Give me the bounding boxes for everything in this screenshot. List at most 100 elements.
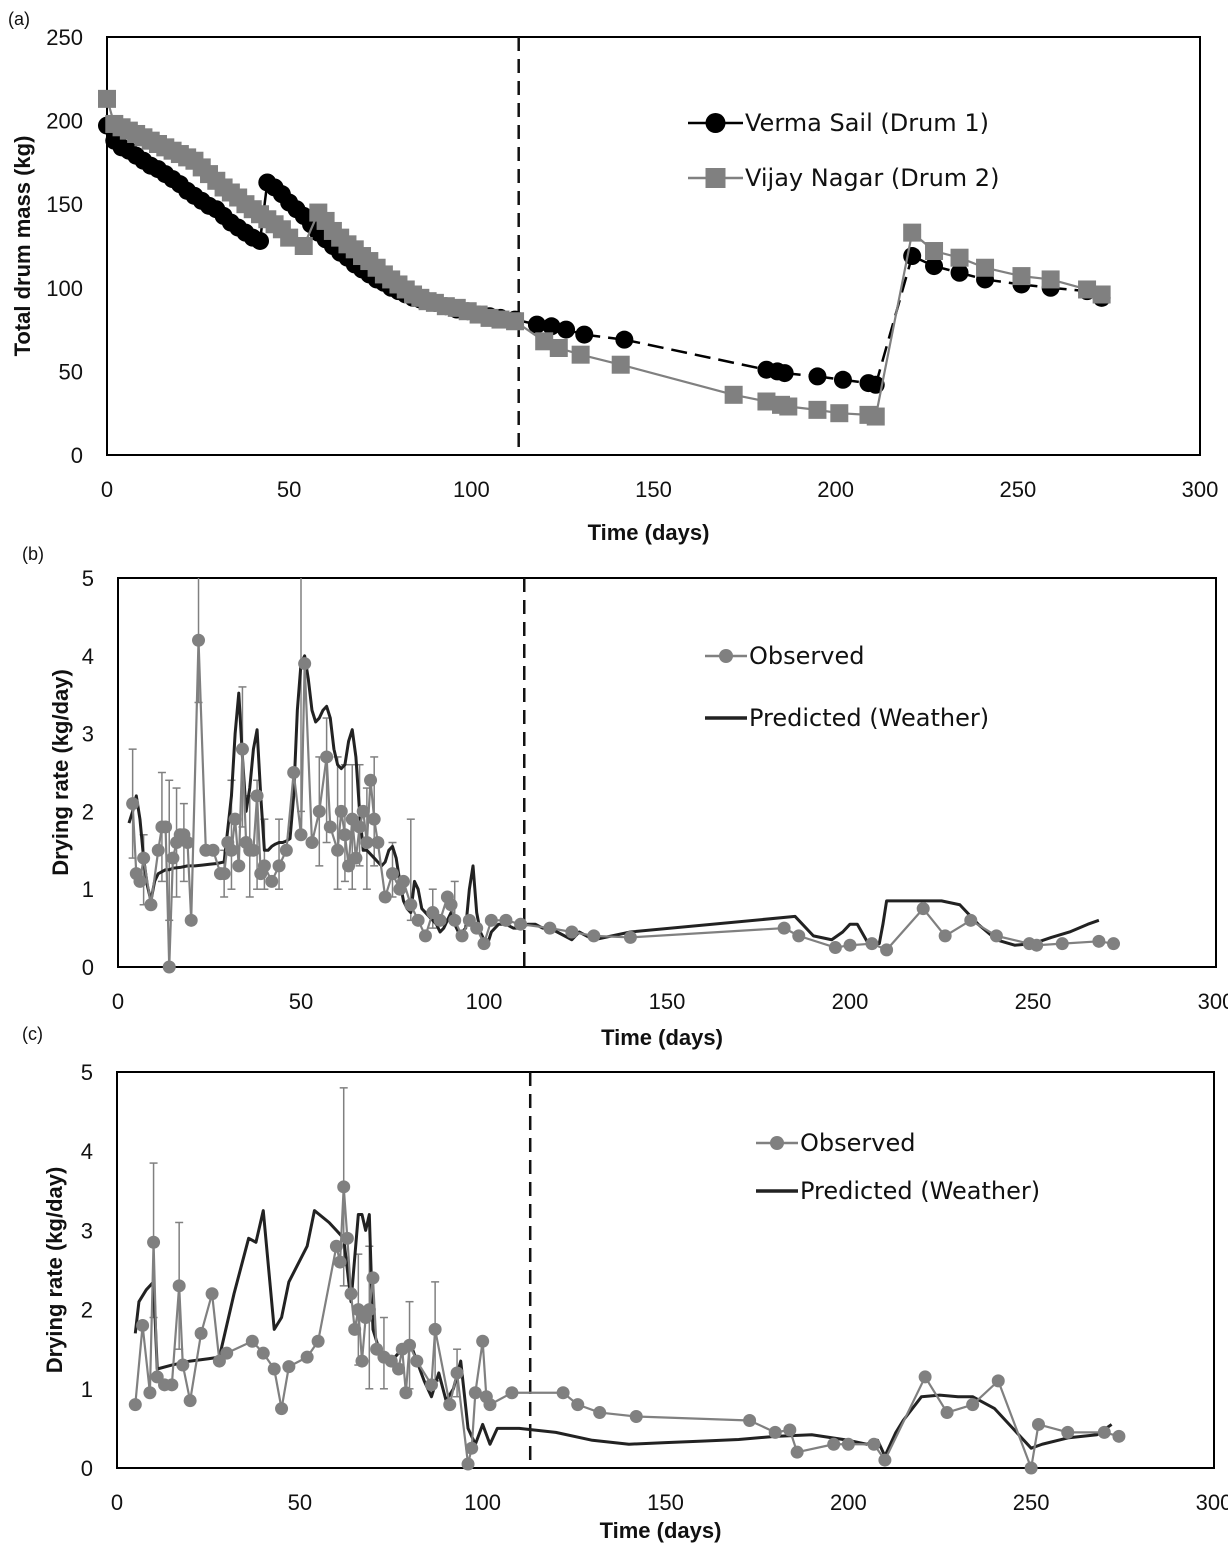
data-point-observed [484,913,498,927]
data-point-vijay-nagar-drum-2 [549,338,568,357]
data-point-observed [267,1362,281,1376]
data-point-observed [916,902,930,916]
data-point-observed [433,913,447,927]
data-point-observed [136,1318,150,1332]
series-line-predicted-weather [127,654,1100,947]
plot-frame [117,577,1217,968]
data-point-observed [331,843,345,857]
plot-area [128,1087,1126,1475]
data-point-observed [232,859,246,873]
data-point-vijay-nagar-drum-2 [830,404,849,423]
data-point-observed [918,1370,932,1384]
y-tick-label: 5 [82,566,94,591]
y-tick-label: 200 [46,109,83,134]
chart-panel-b: (b) 0 50 100 150 200 250 300 0 1 2 3 4 5 Time (days) Dr… [22,544,1228,1050]
data-point-vijay-nagar-drum-2 [571,345,590,364]
data-point-vijay-nagar-drum-2 [1012,267,1031,286]
data-point-observed [593,1406,607,1420]
data-point-observed [565,925,579,939]
data-point-observed [1024,1461,1038,1475]
data-point-observed [418,929,432,943]
data-point-observed [477,937,491,951]
data-point-verma-sail-drum-1 [950,263,969,282]
data-point-observed [768,1425,782,1439]
data-point-observed [938,929,952,943]
data-point-observed [499,913,513,927]
data-point-observed [476,1334,490,1348]
data-point-observed [367,812,381,826]
data-point-observed [443,1398,457,1412]
data-point-observed [364,773,378,787]
legend-label-verma-sail-drum-1: Verma Sail (Drum 1) [745,109,989,137]
data-point-observed [246,843,260,857]
data-point-observed [282,1360,296,1374]
data-point-verma-sail-drum-1 [808,367,827,386]
data-point-verma-sail-drum-1 [575,325,594,344]
data-point-observed [404,898,418,912]
data-point-observed [878,1453,892,1467]
data-point-observed [461,1457,475,1471]
data-point-vijay-nagar-drum-2 [976,258,995,277]
data-point-observed [1107,937,1121,951]
data-point-observed [867,1437,881,1451]
data-point-observed [448,913,462,927]
data-point-observed [166,851,180,865]
data-point-observed [514,917,528,931]
data-point-observed [843,938,857,952]
data-point-observed [353,820,367,834]
y-tick-label: 1 [81,1377,93,1402]
data-point-observed [966,1398,980,1412]
data-point-observed [217,867,231,881]
y-tick-label: 150 [46,192,83,217]
data-point-vijay-nagar-drum-2 [98,89,116,108]
data-point-observed [743,1413,757,1427]
data-point-observed [320,750,334,764]
data-point-observed [424,1378,438,1392]
x-tick-label: 150 [647,1490,684,1515]
data-point-observed [1030,938,1044,952]
data-point-observed [783,1423,797,1437]
data-point-observed [305,836,319,850]
x-tick-label: 300 [1198,989,1228,1014]
x-tick-label: 250 [1013,1490,1050,1515]
data-point-verma-sail-drum-1 [557,320,576,339]
data-point-observed [265,874,279,888]
data-point-verma-sail-drum-1 [925,257,944,276]
data-point-observed [865,937,879,951]
data-point-observed [133,874,147,888]
data-point-observed [880,943,894,957]
data-point-observed [411,913,425,927]
chart-panel-a: (a) 0 50 100 150 200 250 300 0 50 100 150 200 250 Time… [8,9,1218,545]
data-point-observed [1097,1425,1111,1439]
data-point-observed [344,1287,358,1301]
data-point-vijay-nagar-drum-2 [491,310,510,329]
y-tick-label: 0 [82,955,94,980]
y-tick-label: 4 [82,644,94,669]
data-point-observed [587,929,601,943]
data-point-observed [777,921,791,935]
data-point-vijay-nagar-drum-2 [506,312,525,331]
x-tick-label: 300 [1182,477,1219,502]
chart-panel-c: (c) 0 50 100 150 200 250 300 0 1 2 3 4 5 Time (days) Dr… [22,1024,1228,1543]
x-tick-label: 100 [466,989,503,1014]
data-point-vijay-nagar-drum-2 [903,223,922,242]
data-point-observed [428,1322,442,1336]
data-point-observed [410,1354,424,1368]
data-point-vijay-nagar-drum-2 [808,400,827,419]
y-axis-label: Drying rate (kg/day) [42,1167,67,1374]
y-tick-label: 5 [81,1060,93,1085]
data-point-observed [450,1366,464,1380]
data-point-observed [144,898,158,912]
data-point-observed [275,1402,289,1416]
data-point-vijay-nagar-drum-2 [1041,270,1060,289]
series-line-segment-verma-sail-drum-1 [874,255,914,386]
x-tick-label: 200 [817,477,854,502]
data-point-observed [964,913,978,927]
data-point-observed [629,1410,643,1424]
data-point-observed [334,804,348,818]
data-point-observed [143,1386,157,1400]
data-point-observed [828,941,842,955]
x-tick-label: 100 [464,1490,501,1515]
legend-label-observed: Observed [749,642,864,670]
data-point-observed [378,890,392,904]
